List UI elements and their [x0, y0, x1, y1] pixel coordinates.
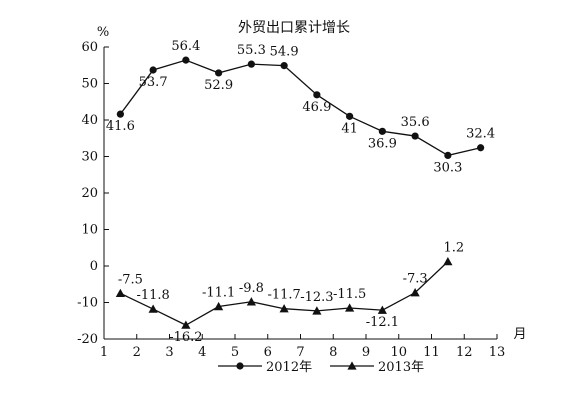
point-circle [247, 60, 255, 68]
data-label: 53.7 [139, 75, 168, 90]
x-tick-label: 4 [198, 345, 206, 360]
y-tick-label: 50 [81, 77, 98, 92]
data-labels: 41.6 53.7 56.4 52.9 55.3 54.9 46.9 41 36.9 35.6 30… [106, 39, 495, 345]
x-tick-label: 10 [390, 345, 407, 360]
point-triangle [377, 305, 387, 314]
data-label: -7.5 [118, 272, 143, 287]
data-label: 36.9 [368, 136, 397, 151]
y-tick-label: 60 [81, 40, 98, 55]
point-triangle [246, 297, 256, 306]
y-tick-label: 40 [81, 113, 98, 128]
x-tick-label: 3 [165, 345, 173, 360]
x-tick-label: 8 [329, 345, 337, 360]
y-axis-label: % [97, 25, 109, 40]
point-circle [215, 69, 223, 77]
y-tick-label: 30 [81, 150, 98, 165]
x-axis-label: 月 [513, 327, 526, 342]
x-tick-label: 5 [231, 345, 239, 360]
data-label: -11.1 [202, 286, 235, 301]
data-label: -12.3 [300, 290, 333, 305]
y-tick-label: -10 [77, 296, 98, 311]
point-triangle [410, 288, 420, 297]
x-tick-label: 1 [100, 345, 108, 360]
point-triangle [115, 288, 125, 298]
series-line-0 [119, 59, 481, 157]
point-circle [411, 132, 419, 140]
x-tick-label: 9 [362, 345, 370, 360]
data-label: -12.1 [366, 315, 399, 330]
data-label: -11.5 [333, 287, 366, 302]
data-label: -11.8 [136, 288, 169, 303]
data-label: -11.7 [267, 288, 300, 303]
y-tick-label: 0 [90, 259, 98, 274]
point-circle [149, 66, 157, 74]
data-label: 52.9 [204, 78, 233, 93]
data-label: 54.9 [270, 45, 299, 60]
data-label: -7.3 [403, 272, 428, 287]
point-circle [444, 151, 452, 160]
point-circle [116, 110, 124, 118]
data-label: 41 [341, 121, 358, 136]
data-label: -9.8 [239, 281, 264, 296]
data-label: 46.9 [302, 100, 331, 115]
data-label: 32.4 [466, 127, 495, 142]
y-tick-label: -20 [77, 332, 98, 347]
legend-label: 2012年 [266, 360, 312, 375]
chart-title: 外贸出口累计增长 [238, 20, 350, 36]
point-circle [182, 56, 190, 64]
point-triangle [148, 304, 158, 313]
point-triangle [312, 306, 322, 315]
legend-triangle-icon [347, 361, 357, 370]
x-tick-label: 13 [489, 345, 506, 360]
data-label: 55.3 [237, 43, 266, 58]
legend-label: 2013年 [378, 360, 424, 375]
point-circle [346, 112, 354, 120]
x-tick-label: 6 [264, 345, 272, 360]
x-tick-label: 11 [423, 345, 440, 360]
x-tick-label: 7 [296, 345, 304, 360]
point-circle [280, 62, 288, 70]
data-label: 1.2 [444, 241, 465, 256]
data-label: -16.2 [169, 330, 202, 345]
point-triangle [279, 304, 289, 313]
point-triangle [443, 257, 453, 266]
data-label: 56.4 [171, 39, 200, 54]
point-circle [378, 127, 386, 135]
point-triangle [181, 320, 191, 329]
y-tick-label: 20 [81, 186, 98, 201]
y-tick-label: 10 [81, 223, 98, 238]
legend-circle-icon [236, 362, 244, 370]
x-tick-label: 2 [133, 345, 141, 360]
series-area [115, 56, 485, 329]
data-label: 30.3 [433, 160, 462, 175]
point-circle [313, 91, 321, 99]
point-circle [477, 144, 485, 152]
point-triangle [345, 303, 355, 312]
x-tick-label: 12 [456, 345, 473, 360]
point-triangle [214, 301, 224, 311]
data-label: 35.6 [401, 115, 430, 130]
legend: 2012年 2013年 [218, 360, 424, 375]
data-label: 41.6 [106, 119, 135, 134]
